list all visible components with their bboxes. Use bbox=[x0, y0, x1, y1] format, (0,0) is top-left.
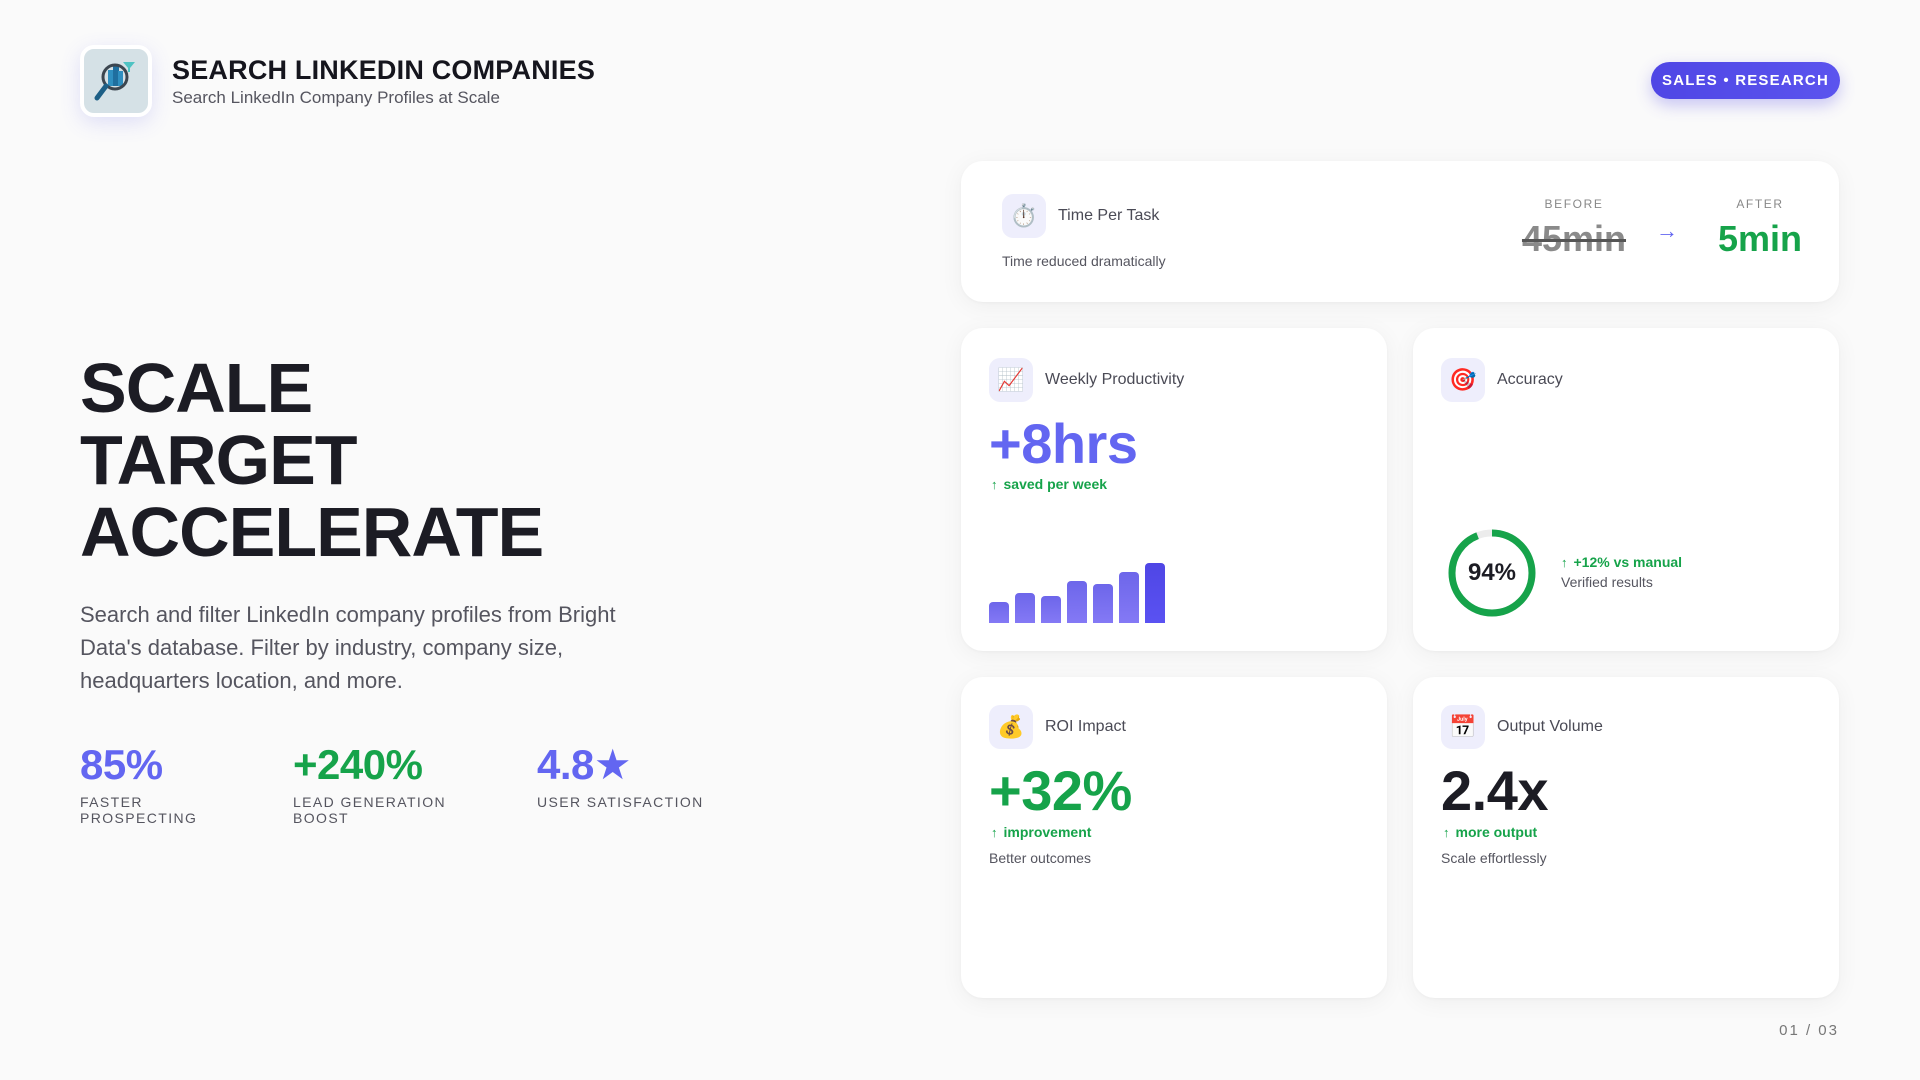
card-weekly-productivity: 📈 Weekly Productivity +8hrs ↑ saved per … bbox=[961, 328, 1387, 651]
stat-label: USER SATISFACTION bbox=[537, 794, 704, 810]
bar bbox=[1067, 581, 1087, 623]
stopwatch-icon: ⏱️ bbox=[1002, 194, 1046, 238]
after-value: 5min bbox=[1717, 218, 1803, 259]
arrow-up-icon: ↑ bbox=[1443, 824, 1450, 840]
hero-line-target: TARGET bbox=[80, 421, 358, 499]
app-title: SEARCH LINKEDIN COMPANIES bbox=[172, 55, 596, 85]
bar bbox=[1093, 584, 1113, 623]
trend-text: improvement bbox=[1003, 824, 1092, 840]
trend-indicator: ↑ improvement bbox=[991, 824, 1091, 840]
card-subtitle: Better outcomes bbox=[989, 850, 1091, 866]
stat-label: LEAD GENERATION BOOST bbox=[293, 794, 446, 826]
weekly-bar-chart bbox=[989, 553, 1171, 623]
card-accuracy: 🎯 Accuracy 94% ↑ +12% vs manual Verified… bbox=[1413, 328, 1839, 651]
card-roi-impact: 💰 ROI Impact +32% ↑ improvement Better o… bbox=[961, 677, 1387, 998]
card-time-per-task: ⏱️ Time Per Task Time reduced dramatical… bbox=[961, 161, 1839, 302]
metric-value: 2.4x bbox=[1441, 759, 1549, 822]
stats-row: 85% FASTER PROSPECTING +240% LEAD GENERA… bbox=[80, 741, 744, 827]
stat-lead-generation: +240% LEAD GENERATION BOOST bbox=[293, 741, 497, 827]
hero-line-accelerate: ACCELERATE bbox=[80, 493, 544, 571]
hero-description: Search and filter LinkedIn company profi… bbox=[80, 602, 616, 693]
arrow-up-icon: ↑ bbox=[991, 824, 998, 840]
money-bag-icon: 💰 bbox=[989, 705, 1033, 749]
bar bbox=[1041, 596, 1061, 623]
before-block: BEFORE 45min bbox=[1509, 197, 1639, 261]
before-value: 45min bbox=[1521, 218, 1627, 259]
category-tag-button[interactable]: SALES • RESEARCH bbox=[1651, 62, 1840, 99]
after-label: AFTER bbox=[1736, 197, 1784, 211]
stat-value: 4.8★ bbox=[537, 741, 632, 788]
stat-value: 85% bbox=[80, 741, 163, 788]
card-title: Output Volume bbox=[1497, 718, 1603, 735]
card-title: Accuracy bbox=[1497, 371, 1563, 388]
trend-indicator: ↑ +12% vs manual bbox=[1561, 554, 1682, 570]
stat-value: +240% bbox=[293, 741, 423, 788]
hero-headline: SCALE TARGET ACCELERATE bbox=[80, 349, 544, 571]
trend-indicator: ↑ saved per week bbox=[991, 476, 1107, 492]
trend-text: more output bbox=[1455, 824, 1538, 840]
trend-indicator: ↑ more output bbox=[1443, 824, 1537, 840]
bar bbox=[1015, 593, 1035, 623]
accuracy-gauge: 94% bbox=[1447, 528, 1537, 618]
trend-text: +12% vs manual bbox=[1573, 554, 1683, 570]
gauge-value: 94% bbox=[1467, 559, 1517, 586]
after-block: AFTER 5min bbox=[1695, 197, 1825, 261]
card-title: Time Per Task bbox=[1058, 207, 1160, 224]
trend-text: saved per week bbox=[1003, 476, 1108, 492]
hero-line-scale: SCALE bbox=[80, 349, 313, 427]
arrow-right-icon: → bbox=[1656, 218, 1678, 243]
card-title: ROI Impact bbox=[1045, 718, 1126, 735]
metric-value: +8hrs bbox=[989, 412, 1138, 475]
stat-faster-prospecting: 85% FASTER PROSPECTING bbox=[80, 741, 253, 827]
arrow-up-icon: ↑ bbox=[991, 476, 998, 492]
bar bbox=[989, 602, 1009, 623]
app-subtitle: Search LinkedIn Company Profiles at Scal… bbox=[172, 88, 500, 107]
card-title: Weekly Productivity bbox=[1045, 371, 1185, 388]
metric-value: +32% bbox=[989, 759, 1132, 822]
bar bbox=[1145, 563, 1165, 623]
calendar-icon: 📅 bbox=[1441, 705, 1485, 749]
card-subtitle: Scale effortlessly bbox=[1441, 850, 1547, 866]
bar bbox=[1119, 572, 1139, 623]
stat-label: FASTER PROSPECTING bbox=[80, 794, 198, 826]
target-icon: 🎯 bbox=[1441, 358, 1485, 402]
card-output-volume: 📅 Output Volume 2.4x ↑ more output Scale… bbox=[1413, 677, 1839, 998]
chart-increasing-icon: 📈 bbox=[989, 358, 1033, 402]
card-subtitle: Verified results bbox=[1561, 574, 1653, 590]
page-indicator: 01 / 03 bbox=[1779, 1022, 1839, 1039]
arrow-up-icon: ↑ bbox=[1561, 554, 1568, 570]
stat-user-satisfaction: 4.8★ USER SATISFACTION bbox=[537, 742, 704, 826]
card-subtitle: Time reduced dramatically bbox=[1002, 253, 1166, 269]
magnifier-buildings-filter-icon bbox=[94, 62, 135, 101]
before-label: BEFORE bbox=[1544, 197, 1604, 211]
header: SEARCH LINKEDIN COMPANIES Search LinkedI… bbox=[80, 45, 595, 117]
app-logo bbox=[80, 45, 152, 117]
